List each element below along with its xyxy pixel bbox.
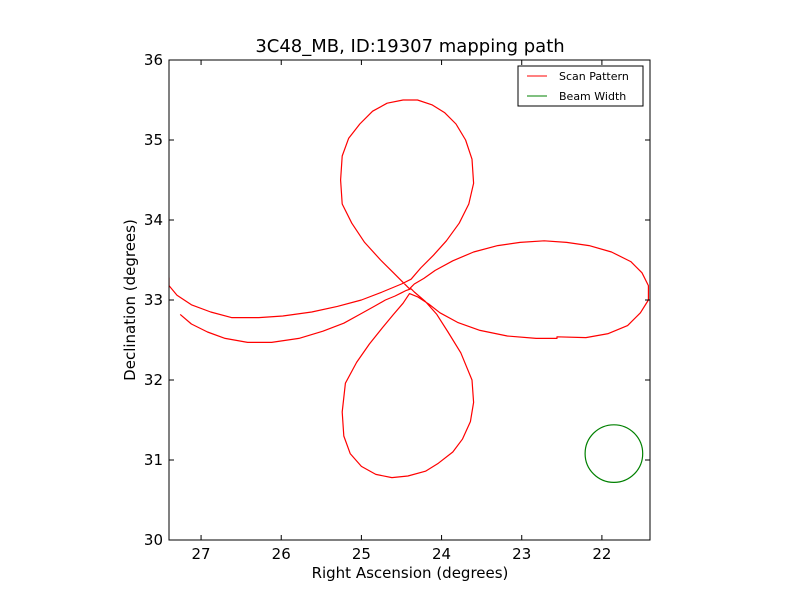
y-tick-label: 31 xyxy=(144,451,163,469)
legend-box xyxy=(517,65,644,107)
x-tick-label: 23 xyxy=(512,545,531,563)
legend-label-scan-pattern: Scan Pattern xyxy=(559,70,629,83)
x-tick-label: 24 xyxy=(432,545,451,563)
y-axis: 30 31 32 33 34 35 36 xyxy=(144,51,650,549)
y-axis-label: Declination (degrees) xyxy=(121,219,139,381)
x-tick-label: 25 xyxy=(352,545,371,563)
y-tick-label: 34 xyxy=(144,211,163,229)
y-tick-label: 33 xyxy=(144,291,163,309)
x-tick-label: 26 xyxy=(272,545,291,563)
x-tick-label: 22 xyxy=(592,545,611,563)
legend: Scan Pattern Beam Width xyxy=(517,65,644,107)
x-tick-label: 27 xyxy=(192,545,211,563)
plot-area xyxy=(169,99,650,484)
y-tick-label: 35 xyxy=(144,131,163,149)
series-layer xyxy=(169,99,650,484)
legend-label-beam-width: Beam Width xyxy=(559,90,626,103)
y-tick-label: 30 xyxy=(144,531,163,549)
chart-title: 3C48_MB, ID:19307 mapping path xyxy=(255,36,564,57)
beam-width-circle xyxy=(584,424,644,484)
y-tick-label: 32 xyxy=(144,371,163,389)
x-axis-label: Right Ascension (degrees) xyxy=(312,564,509,582)
scan-pattern-line xyxy=(169,99,650,479)
y-tick-label: 36 xyxy=(144,51,163,69)
x-axis: 27 26 25 24 23 22 xyxy=(192,60,611,563)
